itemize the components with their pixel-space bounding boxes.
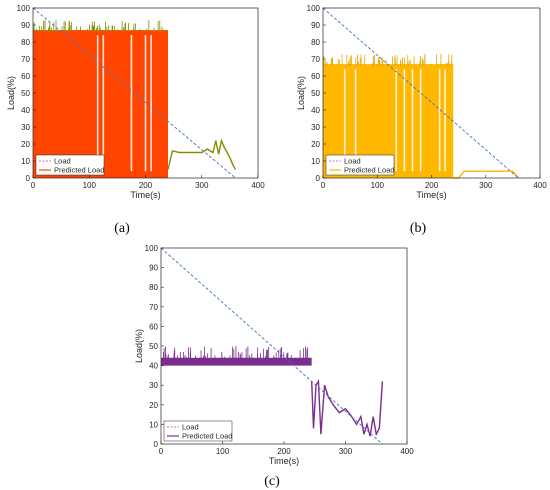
y-tick-label: 20 bbox=[21, 140, 30, 149]
legend-load-label: Load bbox=[344, 157, 361, 166]
y-tick-label: 50 bbox=[21, 89, 30, 98]
y-tick-label: 40 bbox=[311, 106, 320, 115]
legend-load-label: Load bbox=[54, 157, 71, 166]
legend-box bbox=[35, 154, 105, 176]
y-tick-label: 70 bbox=[311, 55, 320, 64]
predicted-load-spikes bbox=[33, 19, 163, 32]
y-tick-label: 60 bbox=[149, 322, 158, 331]
x-axis-label: Time(s) bbox=[269, 456, 299, 466]
x-axis-label: Time(s) bbox=[130, 190, 160, 200]
y-tick-label: 40 bbox=[21, 106, 30, 115]
y-tick-label: 30 bbox=[21, 123, 30, 132]
y-tick-label: 0 bbox=[154, 440, 159, 449]
panel-c: 0 10 20 30 40 50 60 70 80 90 100 0 100 200 300 400 Time(… bbox=[134, 244, 414, 466]
legend-box bbox=[325, 154, 395, 176]
y-tick-label: 0 bbox=[26, 174, 31, 183]
y-tick-label: 10 bbox=[311, 157, 320, 166]
panel-a: 0 10 20 30 40 50 60 70 80 90 100 0 100 200 300 400 Time(… bbox=[6, 4, 265, 200]
load-line bbox=[32, 7, 236, 179]
x-tick-label: 100 bbox=[83, 181, 97, 190]
y-tick-label: 50 bbox=[311, 89, 320, 98]
x-tick-label: 400 bbox=[533, 181, 547, 190]
y-tick-label: 100 bbox=[307, 4, 321, 13]
y-tick-label: 60 bbox=[311, 72, 320, 81]
panel-c-caption: (c) bbox=[264, 474, 280, 489]
y-tick-label: 20 bbox=[149, 401, 158, 410]
predicted-load-spikes bbox=[162, 346, 308, 360]
legend-load-label: Load bbox=[182, 423, 199, 432]
y-tick-label: 60 bbox=[21, 72, 30, 81]
y-tick-label: 90 bbox=[311, 21, 320, 30]
y-axis-label: Load(%) bbox=[296, 76, 306, 110]
x-tick-label: 0 bbox=[159, 447, 164, 456]
load-line bbox=[160, 247, 383, 445]
legend-box bbox=[163, 420, 233, 442]
y-tick-label: 80 bbox=[149, 283, 158, 292]
panel-b-caption: (b) bbox=[410, 221, 427, 236]
x-tick-label: 200 bbox=[139, 181, 153, 190]
x-tick-label: 400 bbox=[251, 181, 265, 190]
y-tick-label: 80 bbox=[21, 38, 30, 47]
load-line bbox=[322, 7, 519, 179]
x-tick-label: 200 bbox=[425, 181, 439, 190]
legend-predicted-label: Predicted Load bbox=[54, 166, 104, 175]
y-axis-label: Load(%) bbox=[134, 329, 144, 363]
x-axis-label: Time(s) bbox=[416, 190, 446, 200]
legend-predicted-label: Predicted Load bbox=[182, 432, 232, 441]
y-tick-label: 90 bbox=[149, 264, 158, 273]
y-tick-label: 0 bbox=[316, 174, 321, 183]
predicted-load-dips bbox=[343, 69, 446, 172]
x-tick-label: 0 bbox=[321, 181, 326, 190]
predicted-load-line bbox=[310, 379, 384, 437]
x-tick-label: 300 bbox=[339, 447, 353, 456]
y-tick-label: 100 bbox=[17, 4, 31, 13]
predicted-load-line bbox=[167, 138, 237, 170]
x-tick-label: 300 bbox=[479, 181, 493, 190]
predicted-load-spikes bbox=[323, 53, 453, 66]
panel-b: 0 10 20 30 40 50 60 70 80 90 100 0 100 200 300 400 Time(… bbox=[296, 4, 547, 200]
y-tick-label: 50 bbox=[149, 342, 158, 351]
y-axis-label: Load(%) bbox=[6, 76, 16, 110]
legend-predicted-label: Predicted Load bbox=[344, 166, 394, 175]
y-tick-label: 20 bbox=[311, 140, 320, 149]
predicted-load-dips bbox=[96, 35, 152, 172]
y-tick-label: 40 bbox=[149, 362, 158, 371]
y-tick-label: 90 bbox=[21, 21, 30, 30]
y-tick-label: 10 bbox=[21, 157, 30, 166]
y-tick-label: 10 bbox=[149, 420, 158, 429]
x-tick-label: 100 bbox=[216, 447, 230, 456]
panel-a-caption: (a) bbox=[114, 221, 130, 236]
y-tick-label: 30 bbox=[311, 123, 320, 132]
y-tick-label: 30 bbox=[149, 381, 158, 390]
y-tick-label: 70 bbox=[21, 55, 30, 64]
x-tick-label: 300 bbox=[195, 181, 209, 190]
predicted-load-line bbox=[453, 170, 519, 179]
y-tick-label: 100 bbox=[145, 244, 159, 253]
x-tick-label: 400 bbox=[400, 447, 414, 456]
plot-area bbox=[161, 248, 407, 444]
y-tick-label: 70 bbox=[149, 303, 158, 312]
x-tick-label: 200 bbox=[277, 447, 291, 456]
x-tick-label: 0 bbox=[31, 181, 36, 190]
predicted-load-band bbox=[161, 357, 312, 366]
y-tick-label: 80 bbox=[311, 38, 320, 47]
x-tick-label: 100 bbox=[371, 181, 385, 190]
